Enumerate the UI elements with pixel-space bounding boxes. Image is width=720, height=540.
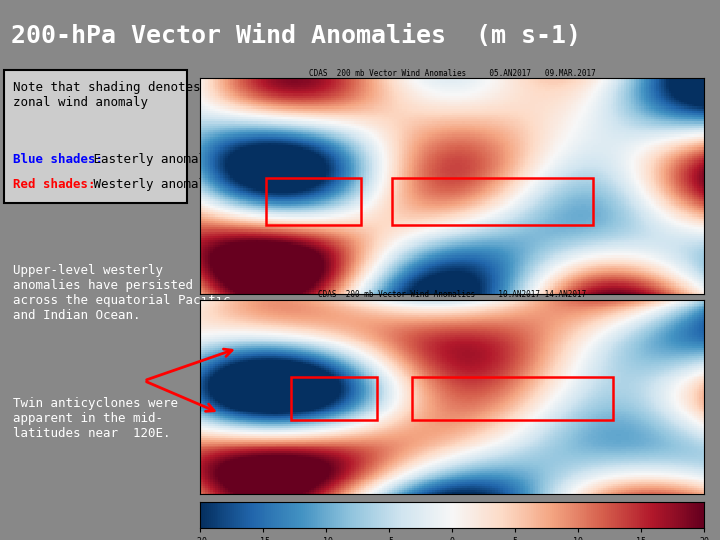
Bar: [392, 178, 593, 225]
Bar: [291, 377, 377, 420]
Text: Red shades:: Red shades:: [14, 178, 96, 191]
Text: Westerly anomalies: Westerly anomalies: [86, 178, 228, 191]
Title: CDAS  200 mb Vector Wind Anomalies     05.AN2017   09.MAR.2017: CDAS 200 mb Vector Wind Anomalies 05.AN2…: [309, 69, 595, 78]
Bar: [266, 178, 361, 225]
Text: 200-hPa Vector Wind Anomalies  (m s-1): 200-hPa Vector Wind Anomalies (m s-1): [11, 24, 581, 48]
Text: Easterly anomalies: Easterly anomalies: [86, 153, 228, 166]
Text: Note that shading denotes the
zonal wind anomaly: Note that shading denotes the zonal wind…: [14, 82, 231, 110]
FancyBboxPatch shape: [4, 70, 187, 202]
Bar: [412, 377, 613, 420]
Title: CDAS  200 mb Vector Wind Anomalies  -- 10.AN2017-14.AN2017: CDAS 200 mb Vector Wind Anomalies -- 10.…: [318, 290, 586, 299]
Text: Blue shades:: Blue shades:: [14, 153, 104, 166]
Text: Upper-level westerly
anomalies have persisted
across the equatorial Pacific
and : Upper-level westerly anomalies have pers…: [14, 265, 231, 322]
Text: Twin anticyclones were
apparent in the mid-
latitudes near  120E.: Twin anticyclones were apparent in the m…: [14, 397, 179, 441]
